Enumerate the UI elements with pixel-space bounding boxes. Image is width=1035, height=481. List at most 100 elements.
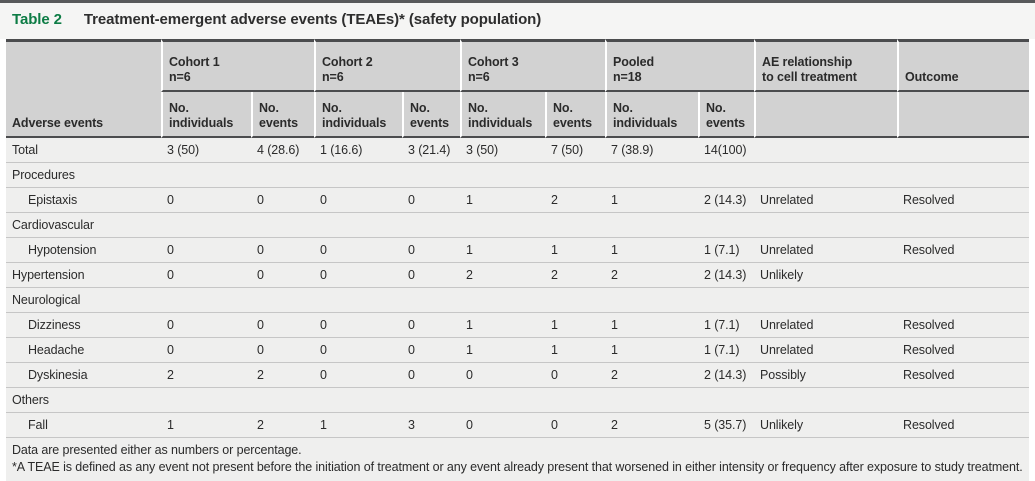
table-caption: Table 2 Treatment-emergent adverse events…	[0, 3, 1035, 39]
cell: 1	[460, 336, 545, 362]
cell: 0	[314, 336, 402, 362]
cell: 0	[161, 311, 251, 337]
column-subheader-cohort-3-n-6-no-individuals: No. individuals	[460, 91, 545, 138]
cell	[251, 386, 314, 412]
cell	[251, 286, 314, 312]
cell: 1 (16.6)	[314, 137, 402, 162]
cell: 0	[161, 186, 251, 212]
cell: 0	[251, 261, 314, 287]
cell: 0	[251, 336, 314, 362]
table-row-headache: Headache 0 0 0 0 1 1 1 1 (7.1) Unrelated Resolved	[6, 336, 1030, 362]
cell: 2	[251, 361, 314, 387]
cell	[161, 211, 251, 237]
column-group-cohort-1-n-6: Cohort 1 n=6	[161, 38, 314, 92]
table-footnotes: Data are presented either as numbers or …	[6, 436, 1029, 481]
cell: 1 (7.1)	[698, 336, 755, 362]
cell	[314, 386, 402, 412]
cell: 3 (50)	[460, 137, 545, 162]
table-wrapper: Adverse events Cohort 1 n=6 Cohort 2 n=6 C…	[6, 38, 1030, 437]
cell: 0	[402, 236, 460, 262]
cell	[754, 161, 898, 187]
cell: 7 (38.9)	[605, 137, 698, 162]
cell: Unrelated	[754, 236, 898, 262]
row-label: Cardiovascular	[6, 211, 161, 237]
cell	[402, 211, 460, 237]
cell	[402, 161, 460, 187]
cell: 0	[161, 261, 251, 287]
table-row-total: Total 3 (50) 4 (28.6) 1 (16.6) 3 (21.4) 3 (50…	[6, 137, 1030, 162]
row-label: Others	[6, 386, 161, 412]
cell: 0	[460, 411, 545, 437]
column-group-cohort-3-n-6: Cohort 3 n=6	[460, 38, 605, 92]
column-subheader-empty-ae-relationship-to-cell-treatment	[754, 91, 898, 138]
header-row-subs: No. individuals No. events No. individuals…	[6, 91, 1030, 138]
cell: Unlikely	[754, 261, 898, 287]
table-body: Total 3 (50) 4 (28.6) 1 (16.6) 3 (21.4) 3 (50…	[6, 137, 1030, 437]
column-subheader-empty-outcome	[897, 91, 1030, 138]
cell	[314, 211, 402, 237]
cell: Resolved	[897, 311, 1030, 337]
cell	[545, 386, 605, 412]
cell: 1	[605, 186, 698, 212]
cell: 0	[402, 361, 460, 387]
cell: 0	[161, 336, 251, 362]
column-subheader-pooled-n-18-no-events: No. events	[698, 91, 755, 138]
column-subheader-cohort-1-n-6-no-events: No. events	[251, 91, 314, 138]
cell: Possibly	[754, 361, 898, 387]
cell: 1	[545, 236, 605, 262]
cell: 5 (35.7)	[698, 411, 755, 437]
cell: Resolved	[897, 361, 1030, 387]
column-subheader-cohort-1-n-6-no-individuals: No. individuals	[161, 91, 251, 138]
column-subheader-cohort-2-n-6-no-events: No. events	[402, 91, 460, 138]
cell: 4 (28.6)	[251, 137, 314, 162]
cell	[605, 161, 698, 187]
cell: 1	[161, 411, 251, 437]
category-row-procedures: Procedures	[6, 161, 1030, 187]
cell	[314, 286, 402, 312]
cell	[460, 211, 545, 237]
cell	[897, 261, 1030, 287]
cell: 1	[460, 236, 545, 262]
cell: 1 (7.1)	[698, 311, 755, 337]
cell	[161, 386, 251, 412]
cell	[754, 286, 898, 312]
cell	[897, 386, 1030, 412]
cell: Resolved	[897, 186, 1030, 212]
column-subheader-cohort-2-n-6-no-individuals: No. individuals	[314, 91, 402, 138]
cell	[605, 386, 698, 412]
column-subheader-pooled-n-18-no-individuals: No. individuals	[605, 91, 698, 138]
cell: Unrelated	[754, 311, 898, 337]
cell: 2	[545, 186, 605, 212]
cell	[605, 286, 698, 312]
cell: 3 (50)	[161, 137, 251, 162]
cell: 0	[251, 311, 314, 337]
column-header-adverse-events: Adverse events	[6, 38, 161, 138]
cell: Resolved	[897, 411, 1030, 437]
cell: 0	[314, 186, 402, 212]
header-row-groups: Adverse events Cohort 1 n=6 Cohort 2 n=6 C…	[6, 38, 1030, 138]
row-label: Total	[6, 137, 161, 162]
cell: 1	[545, 311, 605, 337]
cell	[897, 161, 1030, 187]
cell	[460, 386, 545, 412]
row-label: Fall	[6, 411, 161, 437]
cell	[460, 161, 545, 187]
table-row-epistaxis: Epistaxis 0 0 0 0 1 2 1 2 (14.3) Unrelated Resolve…	[6, 186, 1030, 212]
cell: 1 (7.1)	[698, 236, 755, 262]
cell	[402, 286, 460, 312]
row-label: Procedures	[6, 161, 161, 187]
cell	[545, 286, 605, 312]
cell	[545, 211, 605, 237]
row-label: Epistaxis	[6, 186, 161, 212]
table-row-fall: Fall 1 2 1 3 0 0 2 5 (35.7) Unlikely Resolved	[6, 411, 1030, 437]
cell	[754, 386, 898, 412]
row-label: Neurological	[6, 286, 161, 312]
cell	[698, 386, 755, 412]
cell	[460, 286, 545, 312]
row-label: Hypertension	[6, 261, 161, 287]
cell: 2 (14.3)	[698, 361, 755, 387]
table-row-hypertension: Hypertension 0 0 0 0 2 2 2 2 (14.3) Unlikely	[6, 261, 1030, 287]
cell: 0	[402, 336, 460, 362]
cell: 3	[402, 411, 460, 437]
cell: 2	[545, 261, 605, 287]
